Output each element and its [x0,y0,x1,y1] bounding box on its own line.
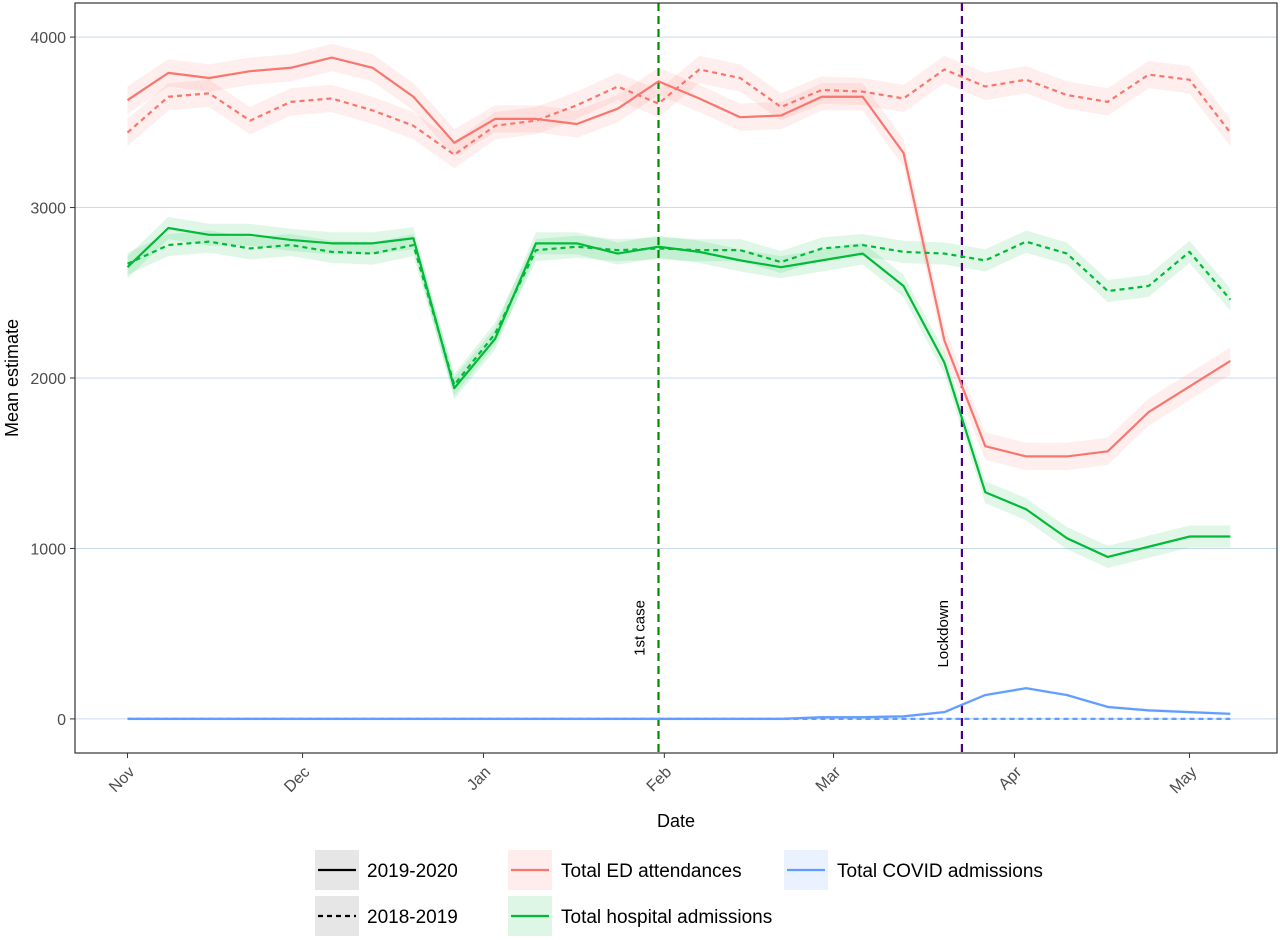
band-total-ed-attendances-2019-2020 [127,43,1231,471]
y-axis-title: Mean estimate [2,319,22,437]
event-label: Lockdown [935,600,952,668]
y-tick-label: 3000 [30,201,66,218]
series-line-total-ed-attendances-2018-2019 [126,68,1232,156]
x-axis-title: Date [657,811,695,831]
band-total-hospital-admissions-2018-2019 [127,230,1231,396]
series-line-total-hospital-admissions-2018-2019 [127,240,1232,386]
event-label: 1st case [631,600,648,656]
legend-label: Total COVID admissions [837,861,1043,882]
y-tick-label: 2000 [30,371,66,388]
series-lines [126,56,1232,721]
legend-label: 2018-2019 [367,907,458,928]
legend: 2019-2020 2018-2019 Total ED attendances To… [315,850,1043,936]
y-axis-ticks: 0 1000 2000 3000 4000 [30,30,75,729]
y-tick-label: 4000 [30,30,66,47]
legend-label: Total hospital admissions [561,907,772,928]
band-total-ed-attendances-2018-2019 [127,55,1231,169]
series-line-total-ed-attendances-2019-2020 [126,56,1231,458]
band-total-covid-admissions-2019-2020 [127,686,1231,721]
legend-label: 2019-2020 [367,861,458,882]
event-lines: 1st case Lockdown [631,3,964,753]
y-tick-label: 0 [57,712,66,729]
y-tick-label: 1000 [30,541,66,558]
legend-label: Total ED attendances [561,861,742,882]
